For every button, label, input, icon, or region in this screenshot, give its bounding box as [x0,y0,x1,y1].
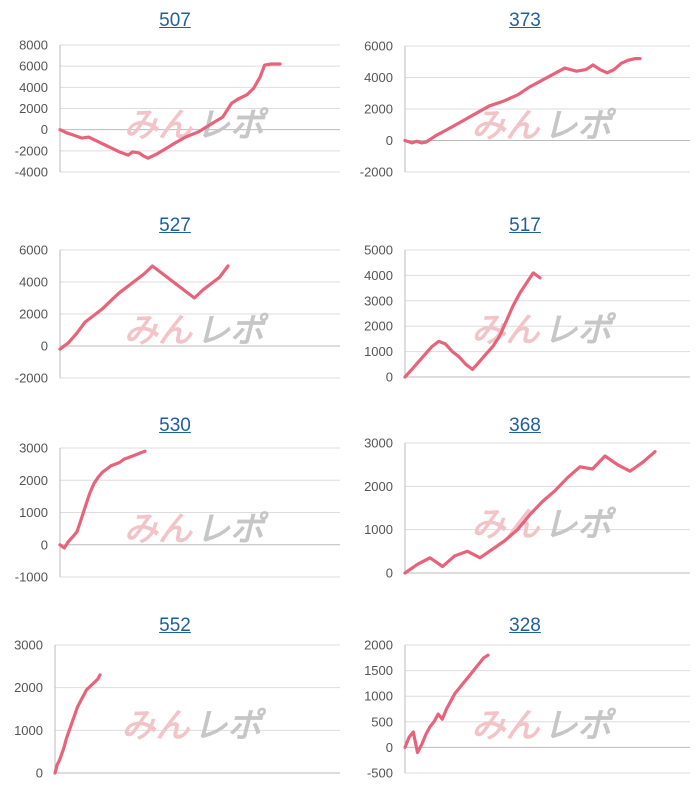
series-line [58,449,147,550]
y-tick-label: -2000 [15,143,48,158]
line-chart: -2000 0 2000 4000 6000 みん レポ [360,39,690,180]
y-tick-label: 4000 [364,268,393,283]
series-line [403,450,657,575]
series-line [403,271,542,379]
y-tick-label: 1000 [14,723,43,738]
chart-panel-517: 517 0 1000 2000 3000 4000 5000 みん レポ [350,205,700,405]
y-tick-label: 1000 [364,344,393,359]
y-tick-label: 8000 [19,38,48,53]
line-chart: 0 1000 2000 3000 みん レポ [364,436,690,581]
watermark-text-pink: みん [122,706,191,746]
watermark-text-pink: みん [124,311,193,351]
y-tick-label: 3000 [19,441,48,456]
chart-title-link[interactable]: 328 [509,615,541,636]
line-chart: 0 1000 2000 3000 4000 5000 みん レポ [364,243,690,385]
y-tick-label: 2000 [19,473,48,488]
watermark-text-gray: レポ [194,706,267,746]
series-line [53,673,102,775]
watermark-text-gray: レポ [544,505,617,545]
line-chart: -500 0 500 1000 1500 2000 みん レポ [364,638,690,781]
chart-title-link[interactable]: 527 [159,215,191,236]
y-tick-label: -4000 [15,165,48,180]
watermark-text-gray: レポ [544,106,617,146]
y-tick-label: 6000 [364,39,393,54]
y-tick-label: -2000 [15,371,48,386]
chart-panel-328: 328 -500 0 500 1000 1500 2000 みん レポ [350,605,700,805]
y-tick-label: 2000 [364,479,393,494]
chart-title-link[interactable]: 373 [509,10,541,31]
y-tick-label: 2000 [19,101,48,116]
watermark-logo: みん レポ [472,706,617,746]
line-chart: 0 1000 2000 3000 みん レポ [14,638,340,781]
y-tick-label: 2000 [364,638,393,653]
y-tick-label: -500 [367,766,393,781]
watermark-logo: みん レポ [124,510,269,550]
line-chart: -1000 0 1000 2000 3000 みん レポ [15,441,340,585]
watermark-logo: みん レポ [472,505,617,545]
y-tick-label: 0 [386,370,393,385]
y-tick-label: 3000 [14,638,43,653]
watermark-text-pink: みん [472,106,541,146]
watermark-text-pink: みん [472,311,541,351]
watermark-text-gray: レポ [196,311,269,351]
series-line [403,653,490,755]
chart-title-link[interactable]: 552 [159,615,191,636]
y-tick-label: 4000 [19,275,48,290]
chart-panel-527: 527 -2000 0 2000 4000 6000 みん レポ [0,205,350,405]
y-tick-label: 500 [371,714,393,729]
watermark-logo: みん レポ [472,106,617,146]
y-tick-label: 1000 [19,505,48,520]
watermark-text-gray: レポ [544,706,617,746]
y-tick-label: 3000 [364,293,393,308]
y-tick-label: 2000 [364,319,393,334]
chart-title-link[interactable]: 517 [509,215,541,236]
y-tick-label: 0 [386,133,393,148]
y-tick-label: 0 [41,339,48,354]
watermark-logo: みん レポ [122,706,267,746]
y-tick-label: 5000 [364,243,393,258]
chart-title-link[interactable]: 507 [159,10,191,31]
chart-title-link[interactable]: 368 [509,415,541,436]
watermark-text-pink: みん [472,706,541,746]
y-tick-label: 3000 [364,436,393,451]
y-tick-label: 4000 [364,70,393,85]
y-tick-label: -1000 [15,570,48,585]
y-tick-label: 1000 [364,689,393,704]
y-tick-label: -2000 [360,165,393,180]
y-tick-label: 1000 [364,522,393,537]
watermark-logo: みん レポ [472,311,617,351]
y-tick-label: 0 [386,740,393,755]
series-line [58,62,282,160]
watermark-logo: みん レポ [124,106,269,146]
y-tick-label: 6000 [19,243,48,258]
y-tick-label: 1500 [364,663,393,678]
watermark-text-pink: みん [124,510,193,550]
y-tick-label: 2000 [19,307,48,322]
watermark-text-gray: レポ [544,311,617,351]
line-chart: -4000 -2000 0 2000 4000 6000 8000 みん レポ [15,38,340,180]
watermark-logo: みん レポ [124,311,269,351]
series-line [58,264,230,351]
y-tick-label: 2000 [14,680,43,695]
chart-panel-368: 368 0 1000 2000 3000 みん レポ [350,405,700,605]
y-tick-label: 0 [41,537,48,552]
watermark-text-gray: レポ [196,510,269,550]
chart-panel-373: 373 -2000 0 2000 4000 6000 みん レポ [350,0,700,200]
line-chart: -2000 0 2000 4000 6000 みん レポ [15,243,340,386]
y-tick-label: 6000 [19,59,48,74]
y-tick-label: 2000 [364,102,393,117]
chart-panel-530: 530 -1000 0 1000 2000 3000 みん レポ [0,405,350,605]
chart-panel-507: 507 -4000 -2000 0 2000 4000 6000 8000 みん レポ [0,0,350,200]
chart-title-link[interactable]: 530 [159,415,191,436]
series-line [403,56,642,145]
y-tick-label: 0 [41,122,48,137]
y-tick-label: 0 [386,566,393,581]
y-tick-label: 4000 [19,80,48,95]
y-tick-label: 0 [36,766,43,781]
chart-panel-552: 552 0 1000 2000 3000 みん レポ [0,605,350,805]
